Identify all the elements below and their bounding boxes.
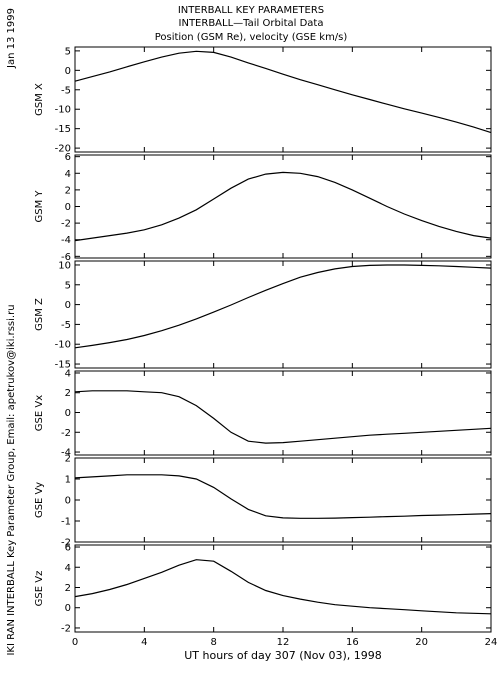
y-tick-label: 0: [65, 202, 71, 213]
title-line-3: Position (GSM Re), velocity (GSE km/s): [155, 32, 348, 43]
series-line: [74, 171, 492, 242]
y-axis-label: GSE Vx: [34, 395, 45, 431]
panel-frame: [74, 46, 492, 153]
x-tick-label: 4: [141, 637, 147, 648]
y-tick-label: 0: [65, 300, 71, 311]
y-tick-label: 0: [65, 408, 71, 419]
plot-date: Jan 13 1999: [6, 8, 17, 69]
panel-4: 4 2 0 -2 -4 GSE Vx: [34, 368, 492, 459]
y-tick-label: -20: [55, 144, 71, 155]
y-tick-label: 4: [65, 169, 71, 180]
y-tick-label: -5: [61, 320, 71, 331]
y-axis-label: GSE Vy: [34, 482, 45, 518]
credit-label: IKI RAN INTERBALL Key Parameter Group, E…: [6, 304, 17, 655]
y-tick-label: 4: [65, 368, 71, 379]
y-tick-label: -10: [55, 105, 71, 116]
panel-2: 6 4 2 0 -2 -4 -6 GSM Y: [34, 152, 492, 263]
y-axis-label: GSM Y: [34, 190, 45, 223]
y-tick-label: -2: [61, 219, 71, 230]
panel-frame: [74, 457, 492, 543]
y-tick-label: -4: [61, 235, 71, 246]
y-axis-label: GSM Z: [34, 298, 45, 331]
y-tick-label: 2: [65, 454, 71, 465]
y-tick-label: 5: [65, 280, 71, 291]
panel-frame: [74, 154, 492, 259]
y-tick-label: 2: [65, 388, 71, 399]
y-tick-label: 2: [65, 583, 71, 594]
y-tick-label: -6: [61, 252, 71, 263]
series-line: [74, 50, 492, 134]
panel-1: 5 0 -5 -10 -15 -20 GSM X: [34, 46, 492, 155]
y-tick-label: -2: [61, 428, 71, 439]
title-line-1: INTERBALL KEY PARAMETERS: [178, 5, 324, 16]
x-tick-label: 24: [485, 637, 498, 648]
x-tick-label: 20: [415, 637, 428, 648]
y-tick-label: -10: [55, 340, 71, 351]
y-tick-label: -15: [55, 124, 71, 135]
y-tick-label: -2: [61, 623, 71, 634]
series-line: [74, 264, 492, 349]
panel-5: 2 1 0 -1 -2 GSE Vy: [34, 454, 492, 549]
panel-frame: [74, 544, 492, 633]
panel-6: 6 4 2 0 -2 GSE Vz: [34, 543, 492, 634]
y-tick-label: -4: [61, 448, 71, 459]
panel-frame: [74, 260, 492, 369]
y-tick-label: 0: [65, 603, 71, 614]
y-tick-label: -5: [61, 85, 71, 96]
y-tick-label: -15: [55, 360, 71, 371]
y-tick-label: 1: [65, 475, 71, 486]
y-tick-label: 6: [65, 152, 71, 163]
x-tick-label: 8: [210, 637, 216, 648]
x-axis-label: UT hours of day 307 (Nov 03), 1998: [184, 649, 382, 662]
x-tick-label: 16: [346, 637, 359, 648]
y-tick-label: 2: [65, 185, 71, 196]
y-tick-label: 4: [65, 563, 71, 574]
y-tick-label: 6: [65, 543, 71, 554]
y-tick-label: -1: [61, 517, 71, 528]
y-axis-label: GSE Vz: [34, 571, 45, 607]
x-tick-label: 0: [72, 637, 78, 648]
y-tick-label: 0: [65, 66, 71, 77]
series-line: [74, 559, 492, 615]
panel-3: 10 5 0 -5 -10 -15 GSM Z: [34, 260, 492, 371]
title-line-2: INTERBALL—Tail Orbital Data: [179, 18, 324, 29]
series-line: [74, 474, 492, 519]
y-axis-label: GSM X: [34, 83, 45, 116]
x-tick-label: 12: [277, 637, 290, 648]
series-line: [74, 390, 492, 444]
y-tick-label: 0: [65, 496, 71, 507]
y-tick-label: 5: [65, 46, 71, 57]
y-tick-label: -2: [61, 538, 71, 549]
y-tick-label: 10: [58, 260, 71, 271]
